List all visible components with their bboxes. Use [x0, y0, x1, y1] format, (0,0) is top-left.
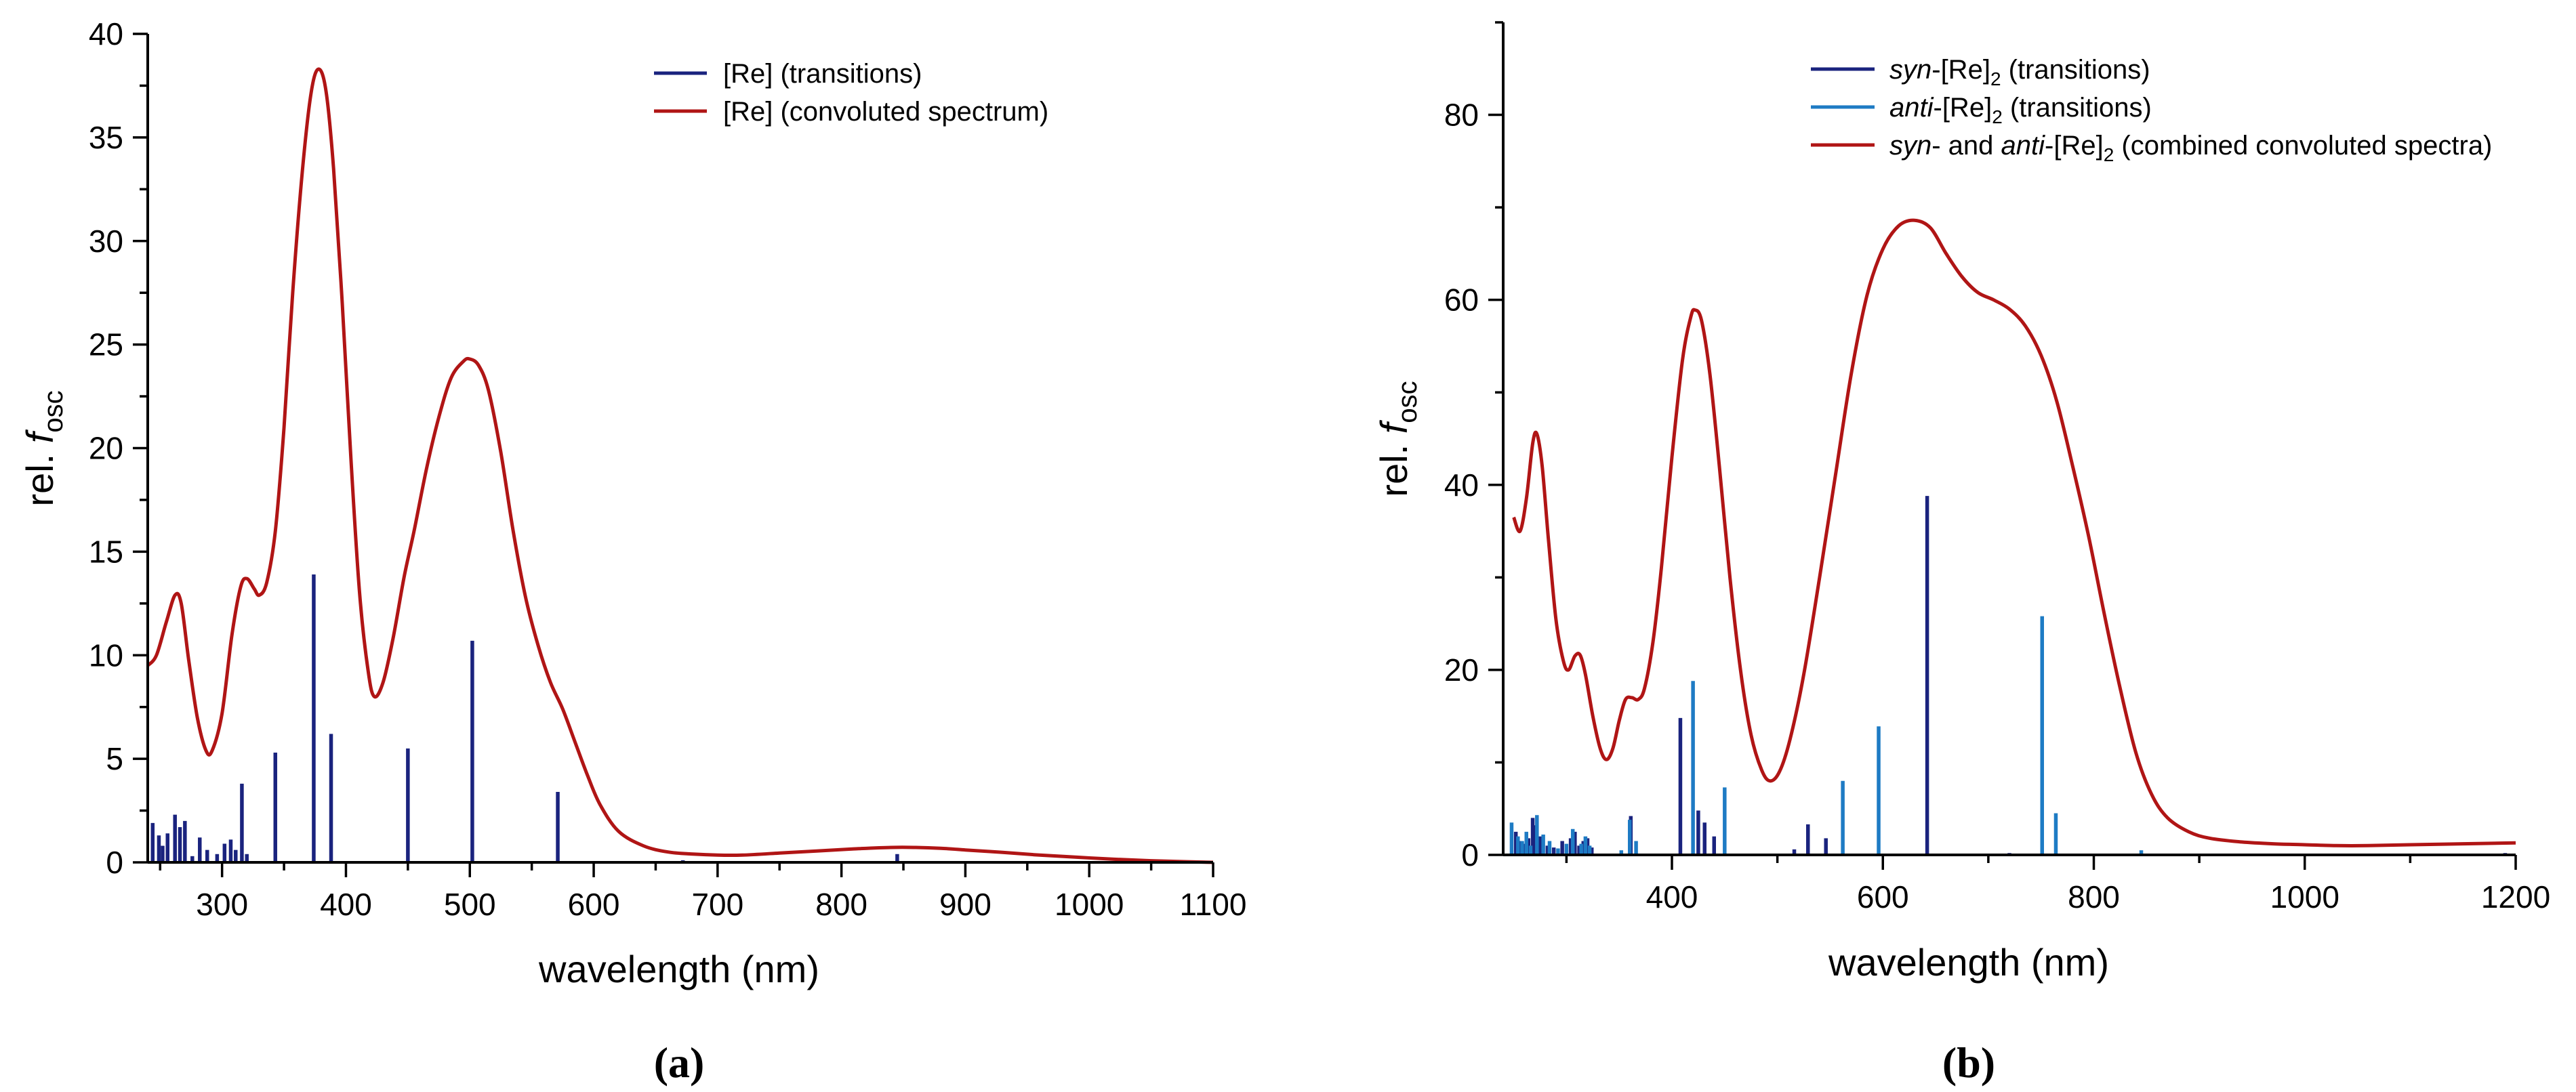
chart-b-y-axis-title: rel. fosc: [1372, 381, 1423, 497]
chart-a-x-tick-label: 700: [691, 887, 743, 922]
chart-a-x-tick-label: 400: [320, 887, 372, 922]
chart-b-ylabel-prefix: rel.: [1372, 434, 1415, 497]
chart-a-y-tick-label: 20: [89, 431, 123, 466]
chart-b-y-tick-label: 0: [1461, 837, 1479, 873]
chart-b-x-tick-label: 1200: [2481, 879, 2550, 915]
chart-b-y-tick-label: 80: [1444, 98, 1479, 133]
chart-a-x-tick-label: 900: [939, 887, 991, 922]
chart-a-spectrum-line: [146, 67, 1214, 864]
chart-b-legend-label-anti: anti-[Re]2 (transitions): [1889, 93, 2152, 127]
chart-a-y-tick-label: 40: [89, 16, 123, 51]
chart-a-y-tick-label: 5: [106, 741, 123, 776]
chart-a-sticks: [150, 574, 899, 862]
chart-b-panel-label: (b): [1942, 1038, 1995, 1087]
chart-a-x-tick-labels: 300 400 500 600 700 800 900 1000 1100: [196, 887, 1246, 922]
chart-b-y-tick-labels: 0 20 40 60 80: [1444, 98, 1479, 873]
chart-a-legend: [Re] (transitions) [Re] (convoluted spec…: [654, 59, 1048, 127]
chart-a-x-tick-label: 1000: [1055, 887, 1124, 922]
chart-b-x-tick-label: 400: [1646, 879, 1698, 915]
chart-a-x-tick-label: 300: [196, 887, 248, 922]
chart-a-y-tick-label: 35: [89, 120, 123, 155]
chart-b: 400 600 800 1000 1200 0 20 40 60 80 wavelength (…: [1372, 21, 2551, 1087]
chart-a-ylabel-prefix: rel.: [18, 443, 61, 506]
chart-a-axes: [133, 33, 1214, 877]
chart-b-sticks: [1509, 496, 2508, 855]
chart-a-legend-swatch-transitions: [654, 71, 707, 75]
chart-a-x-tick-label: 1100: [1180, 887, 1247, 922]
chart-a-x-tick-label: 800: [815, 887, 867, 922]
chart-a-panel-label: (a): [654, 1038, 705, 1087]
chart-b-y-tick-label: 60: [1444, 282, 1479, 318]
chart-a: 300 400 500 600 700 800 900 1000 1100 0 5 10 15 20 25…: [18, 16, 1246, 1087]
chart-b-ylabel-sub: osc: [1393, 381, 1423, 423]
chart-b-axes: [1488, 21, 2517, 870]
chart-a-line-layer: [146, 67, 1214, 864]
chart-a-x-tick-label: 600: [568, 887, 620, 922]
chart-b-spectrum-line: [1512, 218, 2516, 848]
chart-a-legend-label-convoluted: [Re] (convoluted spectrum): [723, 97, 1048, 127]
chart-a-legend-label-transitions: [Re] (transitions): [723, 59, 922, 89]
chart-b-legend-swatch-anti: [1811, 105, 1875, 109]
chart-a-y-axis-title: rel. fosc: [18, 390, 68, 506]
chart-a-x-tick-label: 500: [444, 887, 496, 922]
chart-b-line-layer: [1512, 218, 2516, 848]
chart-a-x-axis-title: wavelength (nm): [538, 948, 819, 990]
chart-a-y-tick-label: 30: [89, 224, 123, 259]
chart-b-y-tick-label: 40: [1444, 467, 1479, 503]
chart-b-legend-swatch-combined: [1811, 143, 1875, 147]
chart-a-y-tick-label: 25: [89, 327, 123, 362]
chart-b-x-tick-label: 1000: [2270, 879, 2339, 915]
chart-a-y-tick-label: 10: [89, 637, 123, 673]
chart-a-y-tick-label: 15: [89, 534, 123, 569]
chart-a-y-tick-label: 0: [106, 845, 123, 880]
chart-b-x-tick-label: 800: [2068, 879, 2120, 915]
chart-b-legend: syn-[Re]2 (transitions) anti-[Re]2 (tran…: [1811, 55, 2492, 165]
chart-b-y-tick-label: 20: [1444, 652, 1479, 688]
chart-b-x-tick-label: 600: [1857, 879, 1909, 915]
chart-b-x-tick-labels: 400 600 800 1000 1200: [1646, 879, 2551, 915]
chart-b-legend-label-syn: syn-[Re]2 (transitions): [1889, 55, 2150, 89]
chart-b-legend-label-combined: syn- and anti-[Re]2 (combined convoluted…: [1889, 131, 2492, 165]
chart-b-legend-swatch-syn: [1811, 67, 1875, 71]
chart-a-ylabel-sub: osc: [39, 390, 68, 432]
chart-a-legend-swatch-convoluted: [654, 109, 707, 113]
chart-a-y-tick-labels: 0 5 10 15 20 25 30 35 40: [89, 16, 123, 880]
chart-b-x-axis-title: wavelength (nm): [1828, 941, 2109, 984]
